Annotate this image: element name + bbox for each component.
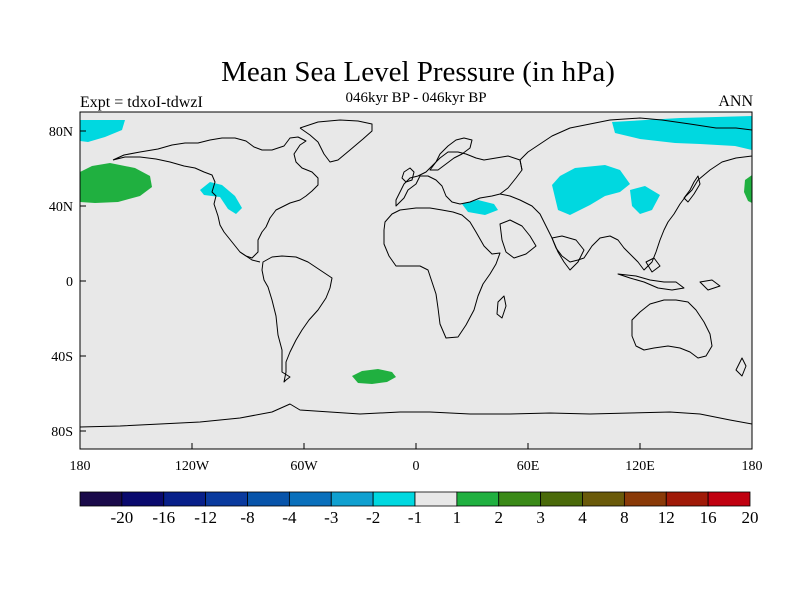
map-panel: 180 120W 60W 0 60E 120E 180 80N 40N 0 40…: [49, 111, 763, 474]
coast-south-america: [261, 255, 333, 383]
colorbar-swatch: [582, 491, 625, 507]
coast-north-america: [112, 136, 319, 259]
season-label: ANN: [718, 93, 753, 110]
negative-anomaly-regions: [80, 116, 752, 215]
colorbar-label: 4: [578, 508, 587, 527]
colorbar-swatch: [707, 491, 751, 507]
colorbar-swatch: [330, 491, 374, 507]
colorbar-swatch: [79, 491, 123, 507]
anomaly-cyan-siberia-arctic: [612, 116, 752, 150]
coast-greenland: [299, 119, 373, 163]
anomaly-green-north-pacific-east: [744, 175, 752, 203]
coastlines: [80, 117, 752, 428]
coast-asia: [499, 117, 752, 271]
y-tick-label: 80N: [49, 125, 73, 140]
x-tick-label: 180: [742, 459, 763, 474]
coast-british-isles: [401, 167, 415, 183]
axis-ticks: [79, 130, 753, 449]
colorbar-label: 3: [536, 508, 545, 527]
colorbar-label: 16: [700, 508, 717, 527]
anomaly-cyan-black-sea: [462, 200, 498, 215]
colorbar-swatch: [540, 491, 583, 507]
colorbar-label: 8: [620, 508, 629, 527]
positive-anomaly-regions: [80, 163, 752, 384]
anomaly-green-north-pacific: [80, 163, 152, 203]
x-tick-label: 120W: [175, 459, 210, 474]
colorbar-label: 2: [495, 508, 504, 527]
colorbar-label: -4: [282, 508, 297, 527]
y-tick-labels: 80N 40N 0 40S 80S: [49, 125, 73, 440]
coast-arabia: [499, 219, 537, 259]
coast-central-america: [239, 251, 261, 263]
x-tick-labels: 180 120W 60W 0 60E 120E 180: [70, 459, 763, 474]
anomaly-cyan-central-asia: [552, 165, 630, 215]
x-tick-label: 0: [413, 459, 420, 474]
colorbar-label: -20: [111, 508, 134, 527]
coast-japan: [683, 175, 701, 203]
coast-indonesia: [617, 257, 721, 291]
colorbar-label: -3: [324, 508, 338, 527]
anomaly-cyan-arctic-west: [80, 120, 125, 142]
anomaly-cyan-asia-east: [630, 186, 660, 214]
map-subtitle: 046kyr BP - 046kyr BP: [345, 90, 486, 106]
colorbar-swatch: [163, 491, 207, 507]
anomaly-cyan-north-america: [200, 182, 242, 214]
colorbar-swatch: [121, 491, 165, 507]
colorbar-swatch: [247, 491, 290, 507]
y-tick-label: 80S: [51, 425, 73, 440]
colorbar: -20 -16 -12 -8 -4 -3 -2 -1 1 2 3 4 8 12 16 20: [79, 491, 759, 527]
colorbar-swatch: [205, 491, 248, 507]
colorbar-swatch: [414, 491, 458, 507]
x-tick-label: 60E: [517, 459, 540, 474]
colorbar-swatch: [665, 491, 709, 507]
y-tick-label: 0: [66, 275, 73, 290]
colorbar-label: -16: [152, 508, 175, 527]
coast-india: [551, 235, 585, 271]
colorbar-swatch: [623, 491, 667, 507]
colorbar-label: 12: [658, 508, 675, 527]
colorbar-label: -12: [194, 508, 217, 527]
colorbar-label: -8: [240, 508, 254, 527]
coast-antarctica: [80, 403, 752, 428]
colorbar-label: -1: [408, 508, 422, 527]
colorbar-swatch: [288, 491, 332, 507]
colorbar-label: -2: [366, 508, 380, 527]
x-tick-label: 60W: [290, 459, 318, 474]
map-title: Mean Sea Level Pressure (in hPa): [221, 56, 615, 88]
colorbar-swatch: [498, 491, 542, 507]
coast-new-zealand: [735, 357, 747, 377]
colorbar-label: 20: [742, 508, 759, 527]
anomaly-green-south-atlantic: [352, 369, 396, 384]
coast-scandinavia: [429, 137, 473, 171]
coast-australia: [631, 299, 713, 359]
x-tick-label: 180: [70, 459, 91, 474]
y-tick-label: 40N: [49, 200, 73, 215]
coast-africa: [383, 207, 501, 339]
experiment-label: Expt = tdxoI-tdwzI: [80, 94, 203, 111]
colorbar-swatch: [372, 491, 416, 507]
coast-madagascar: [496, 295, 507, 319]
y-tick-label: 40S: [51, 350, 73, 365]
colorbar-label: 1: [453, 508, 462, 527]
colorbar-swatch: [456, 491, 500, 507]
x-tick-label: 120E: [625, 459, 655, 474]
